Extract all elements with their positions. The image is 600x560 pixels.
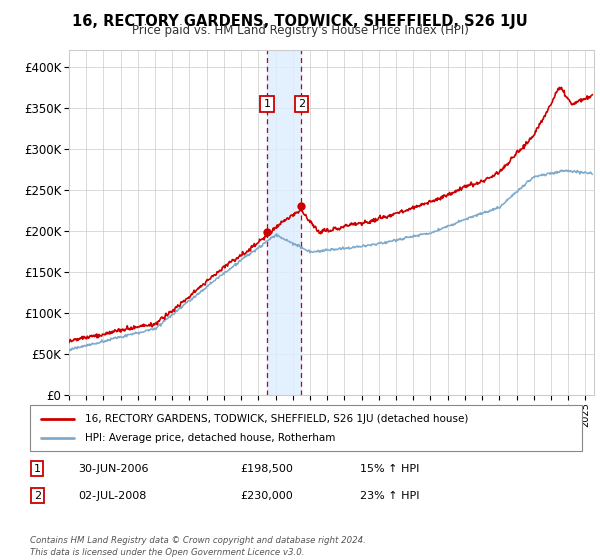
- Text: 15% ↑ HPI: 15% ↑ HPI: [360, 464, 419, 474]
- Text: 30-JUN-2006: 30-JUN-2006: [78, 464, 149, 474]
- Text: HPI: Average price, detached house, Rotherham: HPI: Average price, detached house, Roth…: [85, 433, 335, 443]
- Text: Price paid vs. HM Land Registry's House Price Index (HPI): Price paid vs. HM Land Registry's House …: [131, 24, 469, 37]
- Text: £230,000: £230,000: [240, 491, 293, 501]
- Bar: [267, 50, 301, 395]
- Text: 1: 1: [34, 464, 41, 474]
- Text: £198,500: £198,500: [240, 464, 293, 474]
- Text: 2: 2: [34, 491, 41, 501]
- Text: 16, RECTORY GARDENS, TODWICK, SHEFFIELD, S26 1JU (detached house): 16, RECTORY GARDENS, TODWICK, SHEFFIELD,…: [85, 414, 469, 424]
- Text: 16, RECTORY GARDENS, TODWICK, SHEFFIELD, S26 1JU: 16, RECTORY GARDENS, TODWICK, SHEFFIELD,…: [72, 14, 528, 29]
- Text: 02-JUL-2008: 02-JUL-2008: [78, 491, 146, 501]
- Text: 1: 1: [263, 99, 271, 109]
- Text: 23% ↑ HPI: 23% ↑ HPI: [360, 491, 419, 501]
- Text: 2: 2: [298, 99, 305, 109]
- FancyBboxPatch shape: [30, 405, 582, 451]
- Text: Contains HM Land Registry data © Crown copyright and database right 2024.
This d: Contains HM Land Registry data © Crown c…: [30, 536, 366, 557]
